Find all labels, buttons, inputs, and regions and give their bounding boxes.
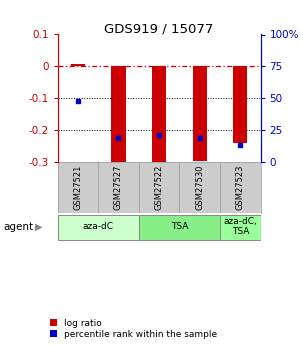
Bar [152, 66, 166, 165]
Bar [58, 215, 139, 240]
Text: GSM27523: GSM27523 [236, 165, 245, 210]
Bar [71, 64, 85, 66]
Legend: log ratio, percentile rank within the sample: log ratio, percentile rank within the sa… [50, 318, 218, 339]
Text: TSA: TSA [171, 222, 188, 231]
Text: aza-dC: aza-dC [83, 222, 114, 231]
Bar [233, 66, 247, 143]
Text: GSM27527: GSM27527 [114, 165, 123, 210]
Text: agent: agent [3, 222, 33, 232]
Text: GSM27521: GSM27521 [73, 165, 82, 210]
Bar [139, 215, 220, 240]
Text: GSM27530: GSM27530 [195, 165, 204, 210]
Bar [220, 215, 261, 240]
Text: aza-dC,
TSA: aza-dC, TSA [223, 217, 257, 236]
Text: GDS919 / 15077: GDS919 / 15077 [105, 22, 214, 36]
Text: ▶: ▶ [35, 222, 42, 232]
Bar [112, 66, 125, 162]
Bar [193, 66, 207, 160]
Text: GSM27522: GSM27522 [155, 165, 164, 210]
